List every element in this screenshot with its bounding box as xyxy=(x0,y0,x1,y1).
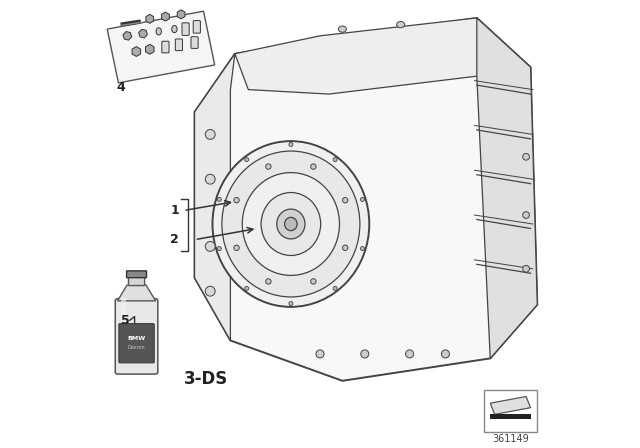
Polygon shape xyxy=(490,414,531,419)
Text: 5: 5 xyxy=(121,314,129,327)
Ellipse shape xyxy=(205,241,215,251)
Ellipse shape xyxy=(172,26,177,33)
Ellipse shape xyxy=(266,164,271,169)
Polygon shape xyxy=(490,396,531,414)
Ellipse shape xyxy=(205,129,215,139)
FancyBboxPatch shape xyxy=(162,41,169,53)
Text: Dexron: Dexron xyxy=(128,345,145,350)
Ellipse shape xyxy=(442,350,449,358)
Ellipse shape xyxy=(397,22,404,28)
Polygon shape xyxy=(108,11,215,83)
Text: 361149: 361149 xyxy=(492,434,529,444)
Ellipse shape xyxy=(205,286,215,296)
Ellipse shape xyxy=(310,164,316,169)
FancyBboxPatch shape xyxy=(191,37,198,48)
Polygon shape xyxy=(477,18,538,358)
FancyBboxPatch shape xyxy=(182,23,189,35)
Text: 3-DS: 3-DS xyxy=(184,370,228,388)
Ellipse shape xyxy=(339,26,346,32)
Ellipse shape xyxy=(234,198,239,203)
Ellipse shape xyxy=(244,286,249,290)
Ellipse shape xyxy=(261,193,321,255)
Ellipse shape xyxy=(310,279,316,284)
Ellipse shape xyxy=(342,198,348,203)
Ellipse shape xyxy=(218,246,221,250)
Ellipse shape xyxy=(222,151,360,297)
Ellipse shape xyxy=(234,245,239,250)
Ellipse shape xyxy=(289,302,293,306)
Polygon shape xyxy=(235,18,531,94)
Polygon shape xyxy=(195,54,235,340)
Ellipse shape xyxy=(523,153,529,160)
Text: 4: 4 xyxy=(116,81,125,94)
Ellipse shape xyxy=(333,158,337,162)
Text: 2: 2 xyxy=(170,233,179,246)
Ellipse shape xyxy=(243,172,339,276)
Ellipse shape xyxy=(276,209,305,239)
Text: 1: 1 xyxy=(170,204,179,217)
Ellipse shape xyxy=(212,141,369,307)
FancyBboxPatch shape xyxy=(175,39,182,51)
Ellipse shape xyxy=(361,350,369,358)
Ellipse shape xyxy=(360,246,364,250)
Ellipse shape xyxy=(316,350,324,358)
Ellipse shape xyxy=(406,350,413,358)
Ellipse shape xyxy=(156,28,161,35)
Ellipse shape xyxy=(205,174,215,184)
Ellipse shape xyxy=(523,265,529,272)
FancyBboxPatch shape xyxy=(193,21,200,33)
FancyBboxPatch shape xyxy=(115,299,158,374)
FancyBboxPatch shape xyxy=(119,323,154,363)
Polygon shape xyxy=(195,18,538,381)
FancyBboxPatch shape xyxy=(484,390,538,432)
Ellipse shape xyxy=(289,142,293,146)
Ellipse shape xyxy=(218,198,221,202)
Ellipse shape xyxy=(266,279,271,284)
Text: BMW: BMW xyxy=(127,336,146,341)
FancyBboxPatch shape xyxy=(127,271,147,278)
Ellipse shape xyxy=(333,286,337,290)
Ellipse shape xyxy=(360,198,364,202)
Polygon shape xyxy=(121,298,125,323)
Ellipse shape xyxy=(523,211,529,218)
Ellipse shape xyxy=(285,217,297,231)
Ellipse shape xyxy=(342,245,348,250)
FancyBboxPatch shape xyxy=(129,277,145,285)
Polygon shape xyxy=(118,285,156,301)
Ellipse shape xyxy=(244,158,249,162)
